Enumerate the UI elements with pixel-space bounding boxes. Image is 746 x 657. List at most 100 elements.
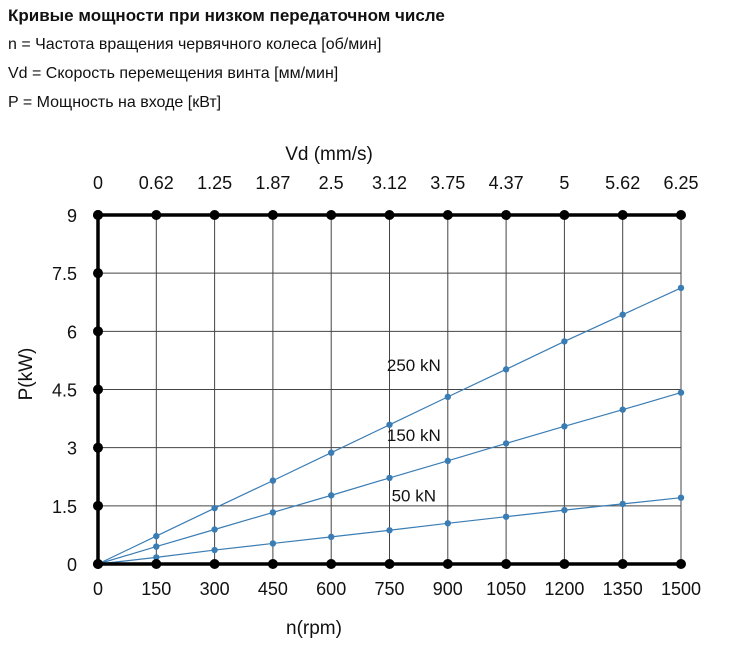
top-axis-marker — [151, 210, 162, 220]
legend-line-p: P = Мощность на входе [кВт] — [8, 94, 222, 111]
data-point — [153, 532, 160, 540]
top-tick-label: 0 — [93, 173, 103, 193]
y-tick-label: 6 — [67, 322, 77, 342]
bottom-axis-marker — [559, 559, 570, 569]
data-point — [619, 500, 626, 508]
data-point — [444, 520, 451, 527]
data-point — [269, 540, 277, 547]
top-tick-label: 6.25 — [663, 173, 698, 193]
top-tick-label: 1.87 — [255, 173, 290, 193]
top-axis-marker — [676, 210, 686, 220]
x-tick-label: 1500 — [661, 579, 701, 599]
grid-layer — [97, 214, 682, 565]
header: Кривые мощности при низком передаточном … — [8, 6, 738, 122]
series-label: 150 kN — [387, 426, 441, 445]
top-tick-label: 2.5 — [319, 173, 344, 193]
bottom-axis-marker — [267, 559, 278, 569]
top-tick-label: 3.12 — [372, 173, 407, 193]
left-axis-marker — [93, 500, 103, 511]
series-layer — [94, 284, 685, 568]
x-tick-label: 150 — [141, 579, 171, 599]
legend-line-vd: Vd = Скорость перемещения винта [мм/мин] — [8, 65, 339, 82]
x-tick-label: 1050 — [486, 579, 526, 599]
data-point — [211, 526, 218, 533]
top-axis-label: Vd (mm/s) — [285, 144, 373, 165]
x-tick-label: 1350 — [603, 579, 643, 599]
data-point — [328, 449, 335, 456]
frame-layer — [93, 210, 686, 569]
left-axis-marker — [93, 210, 103, 220]
data-point — [677, 284, 685, 292]
x-tick-label: 900 — [433, 579, 463, 599]
top-axis-marker — [617, 210, 628, 220]
y-tick-label: 4.5 — [52, 381, 77, 401]
series-label: 250 kN — [387, 356, 441, 375]
data-point — [619, 311, 626, 318]
top-tick-label: 5 — [559, 173, 569, 193]
text-layer: Vd (mm/s) n(rpm) P(kW) 250 kN 150 kN 50 kN… — [16, 144, 701, 639]
data-point — [561, 423, 568, 430]
top-axis-marker — [267, 210, 278, 220]
page-title: Кривые мощности при низком передаточном … — [8, 6, 445, 25]
bottom-axis-marker — [442, 559, 453, 569]
top-tick-label: 1.25 — [197, 173, 232, 193]
x-tick-label: 450 — [258, 579, 288, 599]
data-point — [328, 533, 335, 541]
bottom-axis-marker — [676, 559, 686, 569]
y-tick-label: 9 — [67, 206, 77, 226]
y-axis-label: P(kW) — [16, 348, 37, 401]
top-axis-marker — [326, 210, 337, 220]
data-point — [444, 393, 451, 401]
left-axis-marker — [93, 384, 103, 395]
y-tick-label: 3 — [67, 439, 77, 459]
bottom-axis-marker — [617, 559, 628, 569]
top-tick-label: 0.62 — [139, 173, 174, 193]
bottom-axis-marker — [326, 559, 337, 569]
x-axis-label: n(rpm) — [286, 618, 342, 639]
bottom-axis-marker — [501, 559, 512, 569]
data-point — [328, 492, 335, 499]
data-point — [502, 440, 510, 447]
data-point — [561, 338, 568, 345]
data-point — [444, 457, 451, 465]
data-point — [269, 509, 277, 516]
top-axis-marker — [442, 210, 453, 220]
data-point — [153, 543, 160, 550]
top-axis-marker — [559, 210, 570, 220]
left-axis-marker — [93, 268, 103, 279]
data-point — [269, 477, 277, 484]
data-point — [211, 546, 218, 554]
data-point — [386, 527, 393, 534]
bottom-axis-marker — [384, 559, 395, 569]
left-axis-marker — [93, 326, 103, 337]
data-point — [386, 421, 393, 428]
data-point — [386, 474, 393, 482]
data-point — [677, 494, 685, 501]
data-point — [211, 504, 218, 512]
data-point — [619, 406, 626, 413]
x-tick-label: 750 — [374, 579, 404, 599]
y-tick-label: 7.5 — [52, 264, 77, 284]
x-tick-label: 0 — [93, 579, 103, 599]
x-tick-label: 600 — [316, 579, 346, 599]
top-axis-marker — [384, 210, 395, 220]
x-tick-label: 1200 — [544, 579, 584, 599]
data-point — [677, 389, 685, 396]
data-point — [502, 513, 510, 520]
data-point — [502, 366, 510, 373]
bottom-axis-marker — [151, 559, 162, 569]
top-axis-marker — [501, 210, 512, 220]
bottom-axis-marker — [209, 559, 220, 569]
left-axis-marker — [93, 442, 103, 453]
y-tick-label: 0 — [67, 555, 77, 575]
data-point — [561, 506, 568, 514]
y-tick-label: 1.5 — [52, 497, 77, 517]
legend-line-n: n = Частота вращения червячного колеса [… — [8, 36, 382, 53]
top-tick-label: 4.37 — [489, 173, 524, 193]
top-axis-marker — [209, 210, 220, 220]
series-label: 50 kN — [392, 486, 436, 505]
top-tick-label: 3.75 — [430, 173, 465, 193]
data-point — [153, 554, 160, 561]
x-tick-label: 300 — [200, 579, 230, 599]
top-tick-label: 5.62 — [605, 173, 640, 193]
